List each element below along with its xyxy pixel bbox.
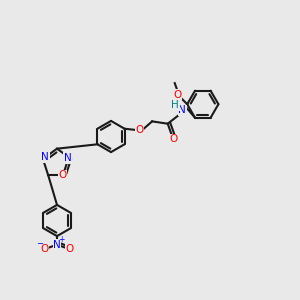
Text: −: −	[36, 239, 43, 248]
Text: O: O	[170, 134, 178, 144]
Text: O: O	[40, 244, 49, 254]
Text: O: O	[173, 90, 181, 100]
Text: N: N	[64, 153, 71, 163]
Text: O: O	[135, 125, 143, 135]
Text: +: +	[58, 235, 65, 244]
Text: H: H	[171, 100, 179, 110]
Text: O: O	[58, 170, 67, 181]
Text: N: N	[53, 240, 61, 250]
Text: N: N	[178, 105, 186, 116]
Text: N: N	[41, 152, 49, 162]
Text: O: O	[65, 244, 74, 254]
